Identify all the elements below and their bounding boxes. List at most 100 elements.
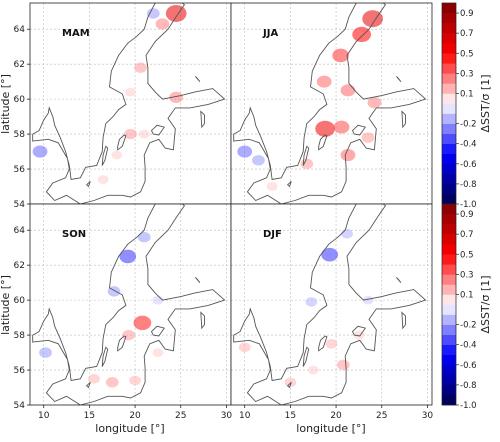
coastline-path — [396, 76, 402, 82]
anomaly-blob — [146, 8, 160, 19]
y-tick-label: 54 — [14, 401, 26, 411]
colorbar-segment — [442, 244, 456, 255]
colorbar-segment — [442, 274, 456, 285]
anomaly-blob — [266, 182, 278, 191]
anomaly-blob — [305, 297, 318, 307]
coastline-path — [200, 110, 205, 129]
anomaly-blob — [152, 295, 164, 305]
anomaly-blob — [122, 329, 136, 341]
colorbar-segment — [442, 133, 456, 144]
coastline-path — [150, 325, 166, 337]
colorbar-tick-label: 0.5 — [460, 250, 474, 260]
y-axis-label-top: latitude [°] — [0, 74, 12, 134]
colorbar-segment — [442, 163, 456, 175]
colorbar-tick-label: 0.3 — [460, 69, 474, 79]
colorbar-segment — [442, 384, 456, 396]
y-tick-label: 62 — [14, 60, 25, 70]
colorbar-segment — [442, 354, 456, 366]
coastline-path — [32, 3, 226, 204]
colorbar-tick-label: 0.5 — [460, 49, 474, 59]
anomaly-blob — [125, 87, 136, 97]
coastline-path — [85, 381, 91, 389]
anomaly-blob — [134, 62, 147, 73]
anomaly-blob — [111, 150, 123, 160]
panel-background — [30, 204, 231, 405]
colorbar-segment — [442, 43, 456, 54]
colorbar-segment — [442, 304, 456, 315]
colorbar-tick-label: -1.0 — [460, 401, 477, 411]
y-tick-label: 58 — [14, 331, 26, 341]
coastline — [32, 3, 226, 204]
anomaly-field — [32, 5, 187, 184]
anomaly-blob — [237, 145, 253, 158]
colorbar-segment — [442, 324, 456, 335]
anomaly-blob — [133, 315, 152, 331]
coastline — [32, 204, 226, 405]
colorbar-tick-label: -0.8 — [460, 180, 477, 190]
colorbar-segment — [442, 214, 456, 225]
x-tick-label: 25 — [376, 411, 387, 421]
anomaly-blob — [119, 249, 137, 264]
colorbar-segment — [442, 73, 456, 84]
coastline-path — [200, 311, 205, 330]
coastline-path — [101, 145, 109, 166]
coastline-path — [286, 180, 292, 188]
colorbar-tick-label: -0.4 — [460, 341, 477, 351]
colorbar-segment — [442, 314, 456, 325]
y-tick-label: 62 — [14, 261, 25, 271]
colorbar-tick-label: -0.4 — [460, 140, 477, 150]
colorbar-segment — [442, 294, 456, 305]
x-tick-label: 15 — [84, 411, 95, 421]
bottom-axis-ticks: 10 15 20 25 30 10 15 20 25 30 — [38, 405, 433, 421]
anomaly-blob — [362, 295, 374, 305]
colorbar-segment — [442, 234, 456, 245]
coastline-path — [85, 180, 91, 188]
coastline-path — [401, 110, 406, 129]
colorbar-segment — [442, 103, 456, 114]
x-axis-label-left: longitude [°] — [95, 422, 164, 435]
coastline-path — [302, 145, 310, 166]
anomaly-blob — [284, 377, 297, 388]
x-tick-label: 10 — [38, 411, 50, 421]
colorbar-tick-label: -0.6 — [460, 160, 477, 170]
y-tick-label: 56 — [14, 366, 26, 376]
anomaly-blob — [361, 132, 375, 143]
x-tick-label: 30 — [422, 411, 434, 421]
colorbar-segment — [442, 183, 456, 195]
anomaly-blob — [341, 228, 353, 239]
season-label: SON — [62, 229, 86, 240]
colorbar-segment — [442, 224, 456, 235]
anomaly-blob — [238, 342, 251, 353]
colorbar-tick-label: 0.1 — [460, 89, 474, 99]
anomaly-field — [238, 228, 374, 388]
coastline-path — [32, 204, 226, 405]
coastline-path — [195, 76, 201, 82]
coastline-path — [117, 335, 127, 352]
colorbar-segment — [442, 13, 456, 24]
panel-mam: MAM — [29, 2, 232, 205]
colorbar-frame — [441, 203, 457, 406]
anomaly-blob — [138, 129, 150, 139]
colorbar-segment — [442, 33, 456, 44]
left-axis-ticks: 54 56 58 60 62 64 54 56 58 60 62 64 — [14, 25, 30, 411]
x-tick-label: 25 — [175, 411, 186, 421]
anomaly-blob — [367, 97, 382, 109]
panel-background — [231, 204, 432, 405]
panel-jja: JJA — [230, 2, 433, 205]
anomaly-blob — [352, 26, 371, 43]
colorbar-segment — [442, 143, 456, 155]
coastline-path — [233, 204, 427, 405]
colorbar-tick-label: -0.2 — [460, 321, 477, 331]
x-tick-label: 10 — [239, 411, 251, 421]
colorbar-segment — [442, 63, 456, 74]
coastline-path — [351, 325, 367, 337]
coastline — [233, 3, 427, 204]
anomaly-blob — [169, 91, 184, 104]
coastline-path — [233, 3, 427, 204]
colorbar-segment — [442, 204, 456, 215]
season-label: MAM — [62, 28, 90, 39]
colorbar-tick-label: 0.9 — [460, 210, 474, 220]
colorbar-top: -1.0 -0.8 -0.6 -0.4 -0.2 0.1 0.3 0.5 0.7 0.9 ΔSST/… — [441, 2, 492, 210]
anomaly-blob — [137, 231, 151, 243]
